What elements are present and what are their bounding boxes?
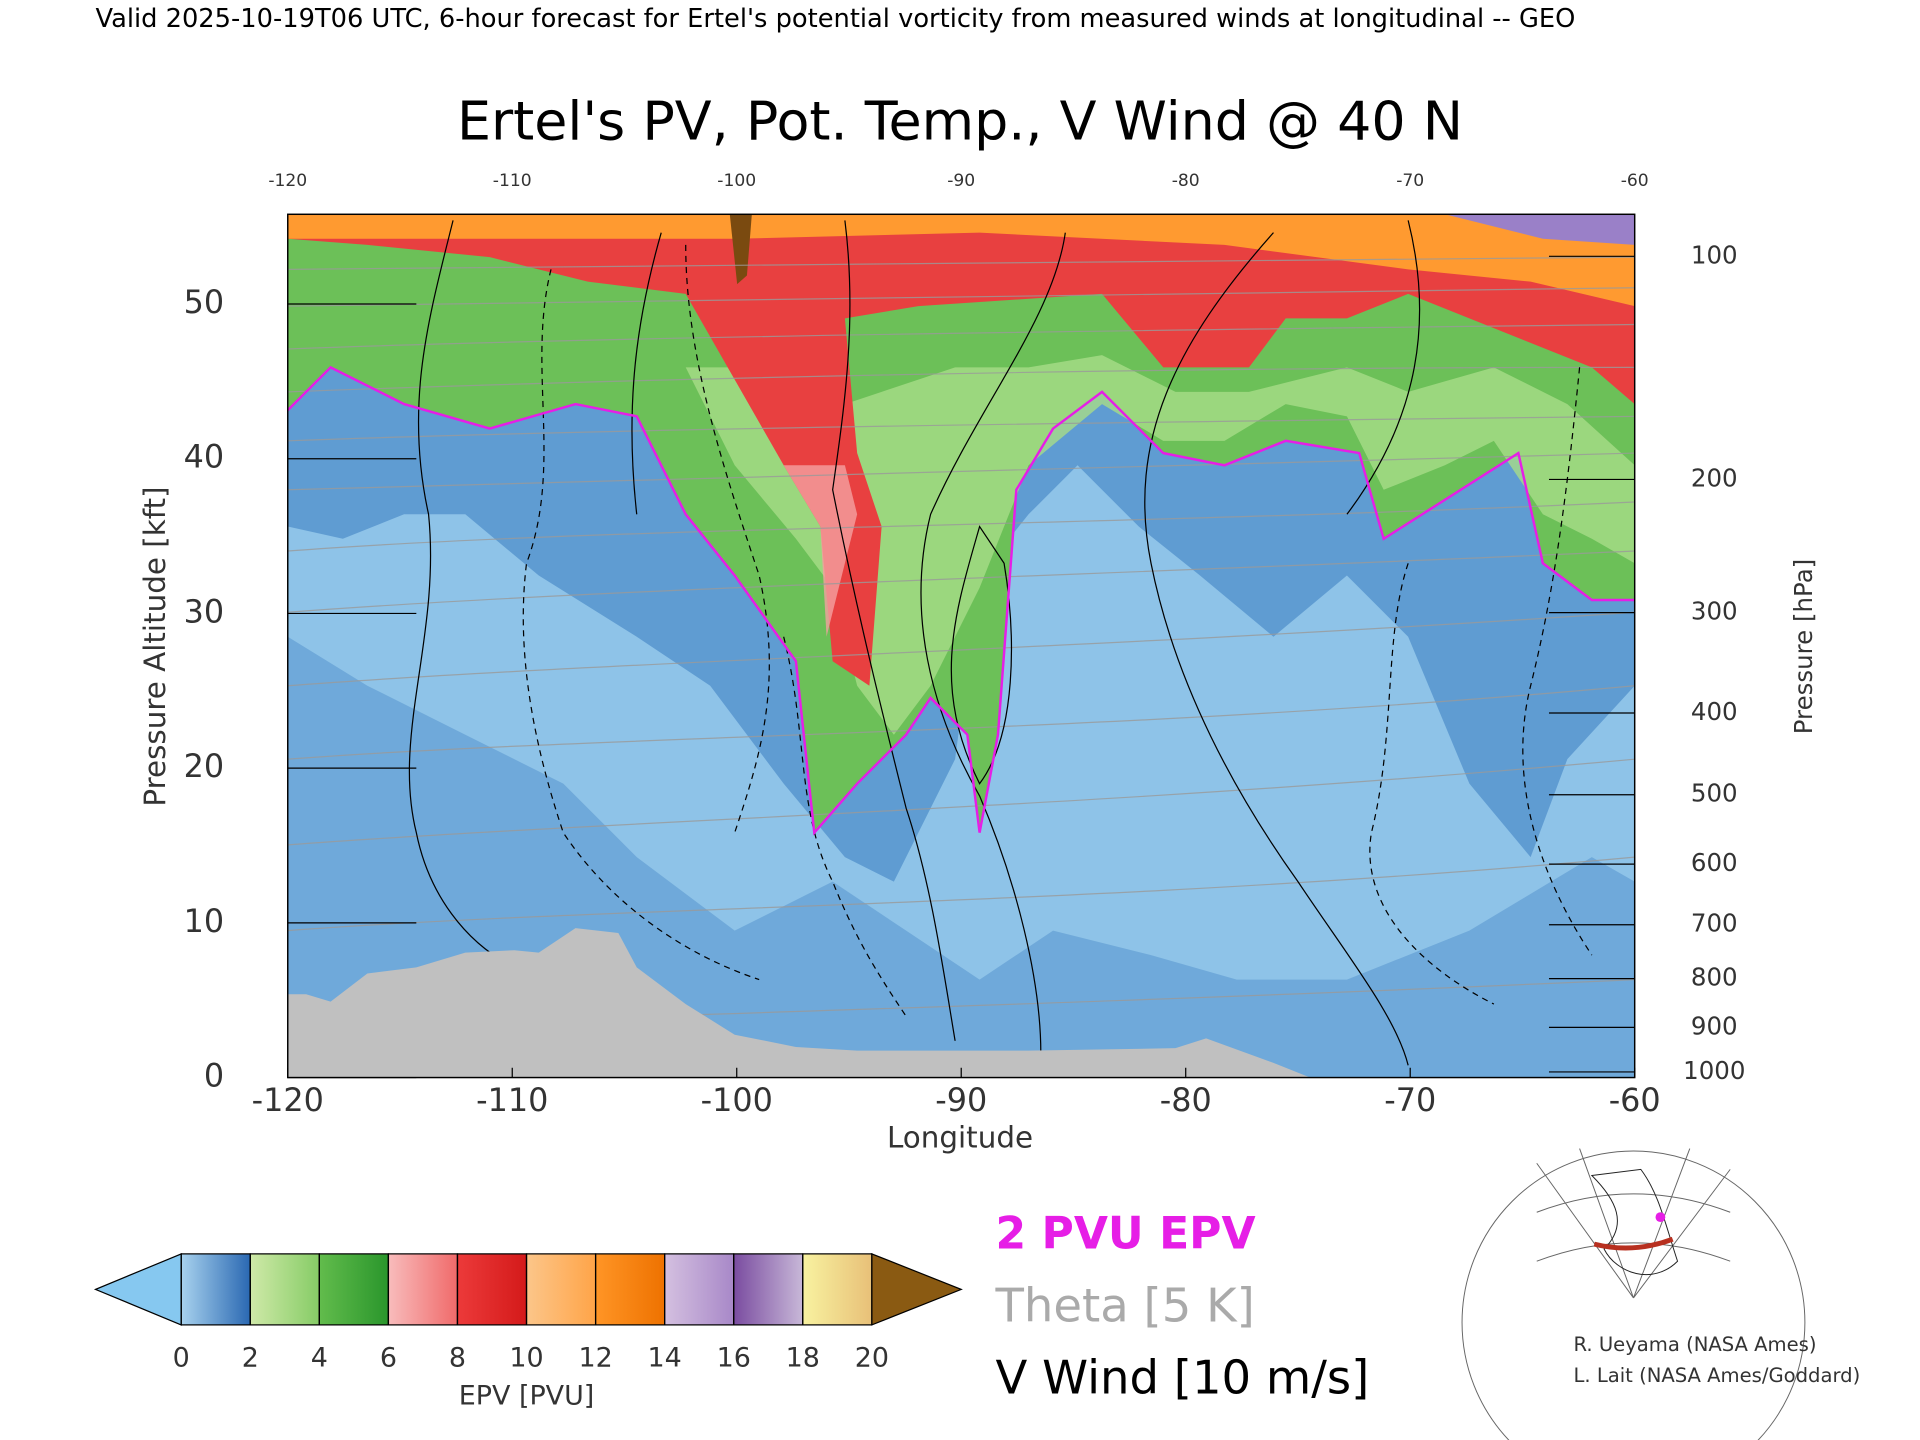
legend-entry: Theta [5 K] [995,1278,1255,1332]
colorbar-label: EPV [PVU] [459,1381,595,1412]
y-tick-label: 50 [184,283,225,321]
y2-axis-label: Pressure [hPa] [1789,559,1818,735]
field-lightgreen [685,355,1635,735]
y2-tick-label: 200 [1691,463,1738,492]
y2-tick-label: 1000 [1683,1056,1745,1085]
colorbar-tick-label: 10 [509,1343,543,1374]
colorbar-under [93,1252,182,1326]
top-x-tick-label: -70 [1396,171,1424,191]
colorbar-segment [318,1253,390,1326]
colorbar-tick-label: 4 [311,1343,328,1374]
colorbar-tick-label: 8 [449,1343,466,1374]
colorbar-tick-label: 0 [173,1343,190,1374]
y2-tick-label: 100 [1691,240,1738,269]
x-tick-label: -60 [1609,1081,1661,1119]
wind-contours-negative [522,244,1593,1017]
x-tick-label: -100 [701,1081,773,1119]
credit: R. Ueyama (NASA Ames) [1573,1333,1816,1356]
colorbar-segment [733,1253,804,1326]
map-inset [1461,1148,1806,1440]
y2-tick-label: 400 [1691,697,1738,726]
wind-contours [408,220,1421,1066]
top-x-tick-label: -60 [1621,171,1649,191]
field [287,214,1635,1078]
colorbar-segment [456,1253,528,1326]
field-orange [287,214,1635,307]
terrain [287,928,1311,1078]
field-brown [729,214,752,285]
pv2-contour [287,365,1635,836]
legend-entry: V Wind [10 m/s] [996,1351,1370,1405]
field-blue [287,367,1635,882]
colorbar-segment [249,1253,320,1326]
colorbar-tick-label: 2 [242,1343,259,1374]
colorbar-tick-label: 6 [380,1343,397,1374]
legend-entry: 2 PVU EPV [996,1209,1256,1260]
colorbar-segment [180,1253,251,1326]
x-tick-label: -80 [1160,1081,1212,1119]
credit: L. Lait (NASA Ames/Goddard) [1573,1364,1860,1387]
y2-tick-label: 600 [1691,848,1738,877]
colorbar-tick-label: 16 [717,1343,751,1374]
x-tick-label: -110 [476,1081,548,1119]
x-axis-label: Longitude [887,1120,1033,1154]
y2-tick-label: 700 [1691,909,1738,938]
top-x-tick-label: -110 [493,171,532,191]
y2-tick-label: 300 [1691,597,1738,626]
field-purple [1444,214,1635,245]
x-tick-label: -90 [935,1081,987,1119]
colorbar-segment [387,1253,459,1326]
x-tick-label: -120 [252,1081,324,1119]
colorbar-tick-label: 14 [648,1343,682,1374]
colorbar-segment [802,1253,873,1326]
y-tick-label: 0 [204,1057,224,1095]
top-x-tick-label: -100 [717,171,756,191]
colorbar-over [871,1252,963,1326]
header: Valid 2025-10-19T06 UTC, 6-hour forecast… [96,4,1576,34]
y2-tick-label: 900 [1691,1011,1738,1040]
colorbar-segment [525,1253,597,1326]
field-pink [783,465,858,637]
y-tick-label: 30 [184,592,225,630]
x-tick-label: -70 [1384,1081,1436,1119]
y-tick-label: 20 [184,747,225,785]
y-tick-label: 40 [184,438,225,476]
colorbar-tick-label: 18 [786,1343,820,1374]
colorbar-segment [664,1253,735,1326]
y2-tick-label: 800 [1691,963,1738,992]
colorbar-tick-label: 12 [578,1343,612,1374]
top-x-tick-label: -80 [1172,171,1200,191]
y-tick-label: 10 [184,902,225,940]
colorbar-segment [594,1253,666,1326]
y-axis-label: Pressure Altitude [kft] [138,486,172,806]
top-x-tick-label: -90 [947,171,975,191]
colorbar-tick-label: 20 [855,1343,889,1374]
top-x-tick-label: -120 [268,171,307,191]
chart-title: Ertel's PV, Pot. Temp., V Wind @ 40 N [457,90,1463,153]
y2-tick-label: 500 [1691,779,1738,808]
